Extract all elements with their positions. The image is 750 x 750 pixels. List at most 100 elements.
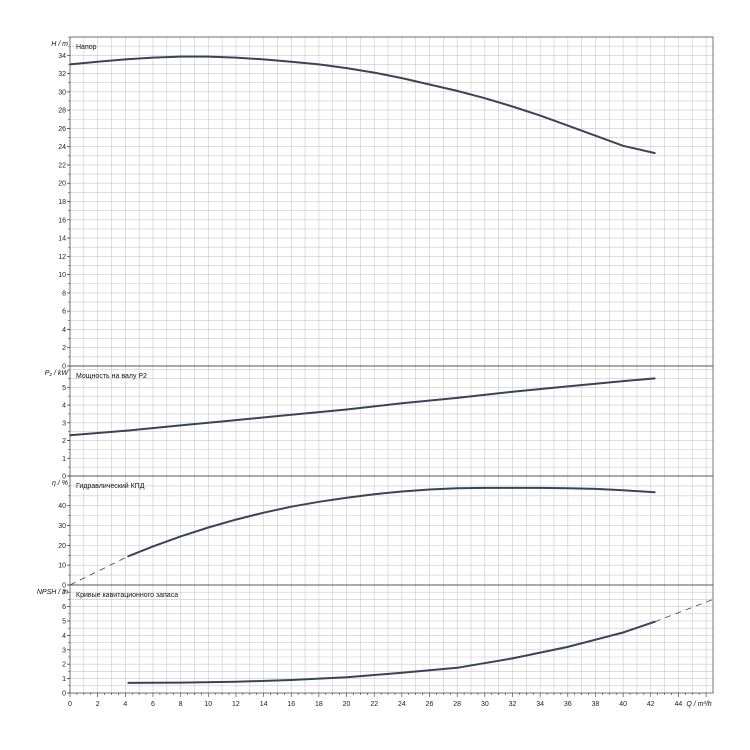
x-tick-label: 0 (68, 701, 72, 708)
y-tick-label: 0 (62, 583, 66, 590)
data-point (207, 526, 210, 529)
y-tick-label: 3 (62, 647, 66, 654)
data-point (345, 408, 348, 411)
data-point (456, 667, 458, 669)
x-axis-title: Q / m³/h (686, 701, 711, 708)
data-point (622, 489, 624, 492)
data-point (179, 681, 182, 684)
data-point (511, 657, 514, 660)
data-point (373, 493, 376, 496)
y-tick-label: 0 (62, 691, 66, 698)
extrapolated-line (654, 599, 714, 623)
series-line (69, 377, 655, 437)
data-point (152, 56, 154, 59)
data-point (511, 105, 514, 108)
data-point (290, 679, 293, 681)
y-tick-label: 20 (58, 543, 66, 550)
data-point (235, 56, 237, 59)
data-point (567, 124, 569, 127)
y-tick-label: 22 (58, 162, 66, 169)
data-point (484, 487, 486, 489)
x-tick-label: 40 (619, 701, 627, 708)
data-point (401, 77, 403, 79)
y-tick-label: 4 (62, 633, 66, 640)
data-point (654, 377, 656, 380)
panel-title: Напор (76, 44, 97, 51)
data-point (262, 511, 265, 514)
x-tick-label: 18 (315, 701, 323, 708)
panel-title: Гидравлический КПД (76, 482, 145, 490)
x-tick-label: 16 (287, 701, 295, 708)
y-tick-label: 18 (58, 199, 66, 206)
data-point (69, 434, 71, 436)
data-point (428, 488, 431, 491)
data-point (401, 672, 403, 674)
x-tick-label: 30 (481, 701, 489, 708)
y-tick-label: 3 (62, 420, 66, 427)
data-point (207, 55, 210, 58)
data-point (345, 497, 348, 499)
x-axis: 0 2 4 6 8 10 12 14 16 18 20 22 24 26 28 30 32 34 36 38 40 42 4… (68, 693, 712, 708)
x-tick-label: 4 (123, 701, 127, 708)
x-tick-label: 2 (96, 701, 100, 708)
series-line (128, 620, 656, 684)
data-point (456, 397, 458, 399)
data-point (179, 424, 182, 427)
data-point (484, 97, 486, 100)
data-point (127, 555, 129, 558)
y-tick-label: 12 (58, 254, 66, 261)
x-tick-label: 8 (179, 701, 183, 708)
panel-2: 0 1 2 3 4 5 P₂ / kW Мощность на валу P2 (45, 365, 714, 481)
data-point (401, 490, 403, 493)
data-point (290, 60, 293, 63)
y-tick-label: 2 (62, 438, 66, 445)
panel-title: Мощность на валу P2 (76, 373, 147, 380)
panel-frame (69, 584, 714, 694)
series-line (69, 55, 656, 155)
data-point (567, 385, 569, 388)
y-axis-title: P₂ / kW (45, 370, 70, 377)
data-point (179, 55, 182, 58)
y-tick-label: 14 (58, 236, 66, 243)
y-tick-label: 10 (58, 272, 66, 279)
data-point (567, 487, 569, 490)
data-point (235, 419, 237, 421)
data-point (622, 144, 624, 147)
data-point (290, 505, 293, 508)
data-point (456, 487, 458, 490)
data-point (235, 680, 237, 683)
data-point (511, 390, 514, 393)
x-tick-label: 26 (426, 701, 434, 708)
data-point (622, 631, 624, 634)
x-tick-label: 14 (260, 701, 268, 708)
y-tick-label: 6 (62, 604, 66, 611)
data-point (69, 63, 71, 66)
y-tick-label: 7 (62, 590, 66, 597)
data-point (96, 60, 99, 63)
data-point (401, 402, 403, 405)
y-tick-label: 30 (58, 523, 66, 530)
data-point (235, 518, 237, 521)
x-tick-label: 28 (453, 701, 461, 708)
y-tick-label: 8 (62, 290, 66, 297)
data-point (654, 620, 656, 623)
x-tick-label: 42 (647, 701, 655, 708)
y-axis-title: η / % (52, 480, 68, 487)
y-tick-label: 6 (62, 309, 66, 316)
data-point (262, 58, 265, 61)
data-point (345, 67, 348, 69)
data-point (124, 58, 127, 61)
y-tick-label: 0 (62, 474, 66, 481)
y-tick-label: 5 (62, 385, 66, 392)
y-tick-label: 0 (62, 364, 66, 371)
y-tick-label: 2 (62, 345, 66, 352)
x-tick-label: 22 (370, 701, 378, 708)
x-tick-label: 20 (343, 701, 351, 708)
data-point (456, 90, 458, 92)
x-tick-label: 6 (151, 701, 155, 708)
data-point (428, 83, 431, 86)
data-point (622, 380, 624, 382)
